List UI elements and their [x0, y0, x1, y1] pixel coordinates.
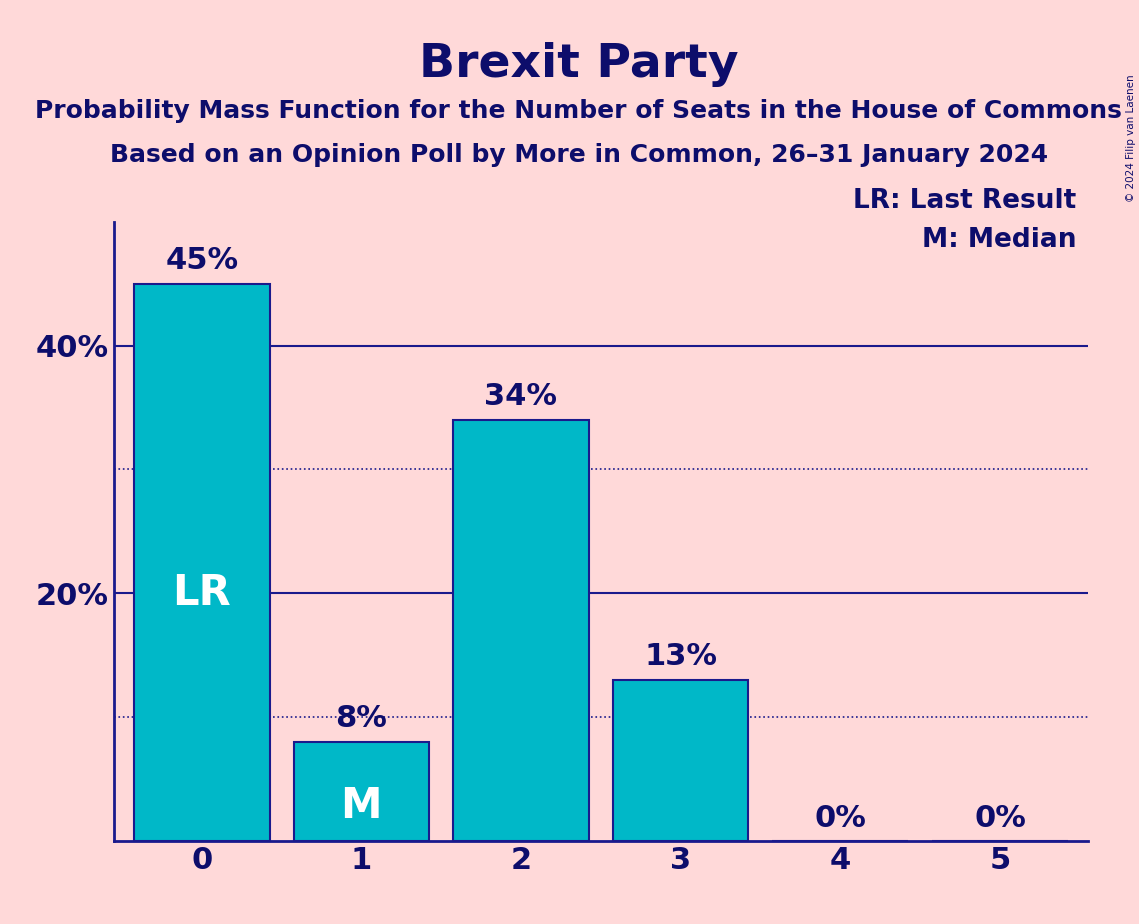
- Text: Probability Mass Function for the Number of Seats in the House of Commons: Probability Mass Function for the Number…: [35, 99, 1122, 123]
- Text: 45%: 45%: [165, 246, 238, 275]
- Bar: [134, 284, 270, 841]
- Text: 0%: 0%: [974, 805, 1026, 833]
- Bar: [294, 742, 429, 841]
- Bar: [453, 419, 589, 841]
- Text: 34%: 34%: [484, 383, 557, 411]
- Text: © 2024 Filip van Laenen: © 2024 Filip van Laenen: [1125, 74, 1136, 201]
- Text: M: Median: M: Median: [921, 227, 1076, 253]
- Text: 0%: 0%: [814, 805, 867, 833]
- Text: LR: LR: [172, 572, 231, 614]
- Text: M: M: [341, 785, 382, 827]
- Text: 8%: 8%: [335, 704, 387, 733]
- Text: 13%: 13%: [645, 642, 718, 671]
- Text: Based on an Opinion Poll by More in Common, 26–31 January 2024: Based on an Opinion Poll by More in Comm…: [109, 143, 1048, 167]
- Bar: [613, 680, 748, 841]
- Text: LR: Last Result: LR: Last Result: [853, 188, 1076, 214]
- Text: Brexit Party: Brexit Party: [419, 42, 738, 87]
